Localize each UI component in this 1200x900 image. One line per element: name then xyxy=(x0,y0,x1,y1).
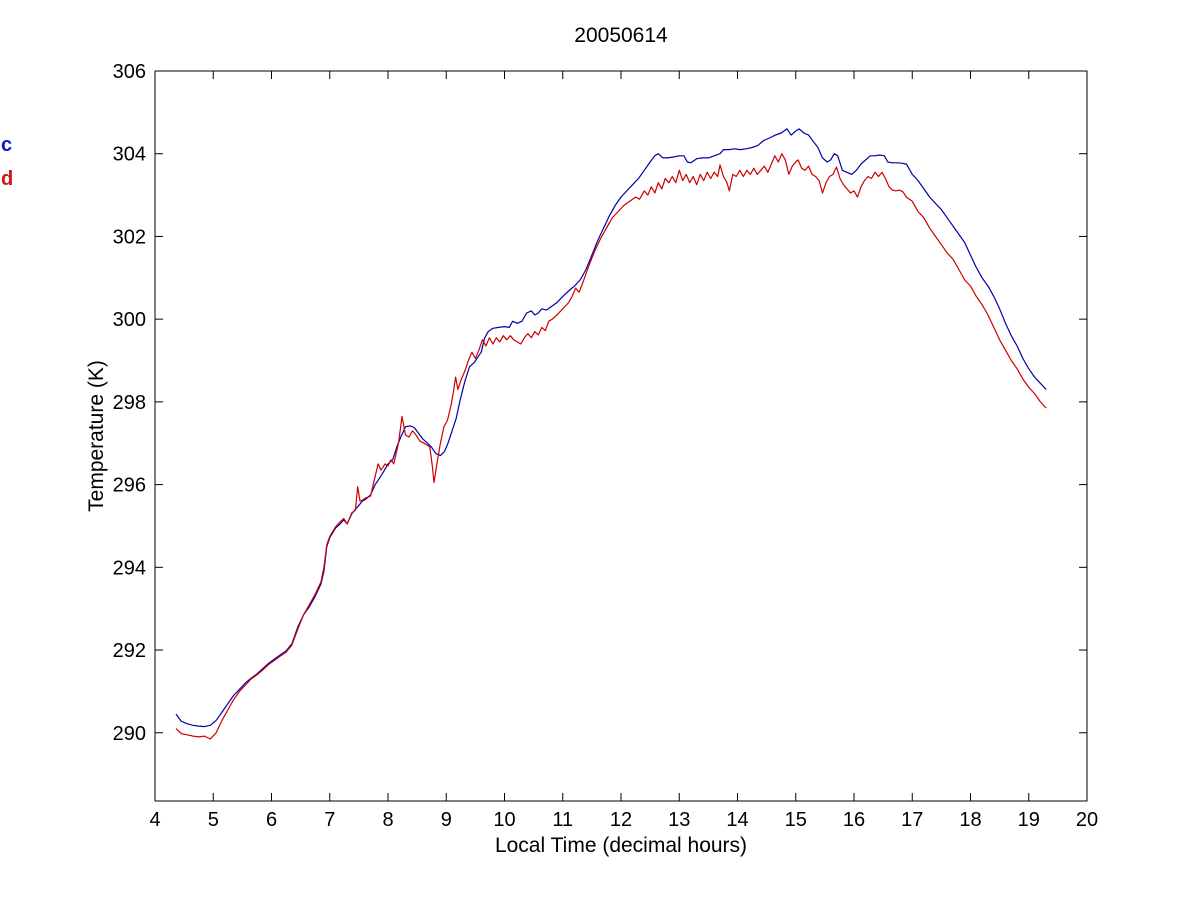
x-tick-label: 5 xyxy=(208,809,219,831)
legend-fragment-red-series: d xyxy=(1,168,14,190)
x-tick-label: 7 xyxy=(324,809,335,831)
y-tick-label: 296 xyxy=(113,475,146,497)
x-tick-label: 4 xyxy=(149,809,160,831)
y-tick-label: 292 xyxy=(113,640,146,662)
chart-title: 20050614 xyxy=(574,24,668,47)
x-tick-label: 8 xyxy=(382,809,393,831)
x-tick-label: 20 xyxy=(1076,809,1098,831)
x-tick-label: 6 xyxy=(266,809,277,831)
y-tick-label: 290 xyxy=(113,723,146,745)
series-line-red xyxy=(175,153,1047,740)
legend-fragment-blue-series: c xyxy=(1,134,13,156)
x-tick-label: 11 xyxy=(552,809,573,831)
x-tick-label: 17 xyxy=(901,809,923,831)
x-tick-label: 14 xyxy=(726,809,748,831)
x-tick-label: 16 xyxy=(843,809,865,831)
series-line-blue xyxy=(175,128,1047,728)
y-tick-label: 306 xyxy=(113,61,146,83)
y-tick-label: 302 xyxy=(113,226,146,248)
x-tick-label: 12 xyxy=(610,809,632,831)
x-axis-label: Local Time (decimal hours) xyxy=(494,834,748,857)
x-tick-label: 9 xyxy=(441,809,452,831)
x-tick-label: 19 xyxy=(1018,809,1040,831)
y-axis-label: Temperature (K) xyxy=(85,360,108,512)
x-tick-label: 13 xyxy=(668,809,690,831)
plot-box xyxy=(154,70,1088,802)
x-tick-label: 18 xyxy=(959,809,981,831)
y-tick-label: 304 xyxy=(113,144,146,166)
y-tick-label: 300 xyxy=(113,309,146,331)
y-tick-label: 294 xyxy=(113,557,146,579)
x-tick-label: 10 xyxy=(493,809,515,831)
x-tick-label: 15 xyxy=(785,809,807,831)
y-tick-label: 298 xyxy=(113,392,146,414)
